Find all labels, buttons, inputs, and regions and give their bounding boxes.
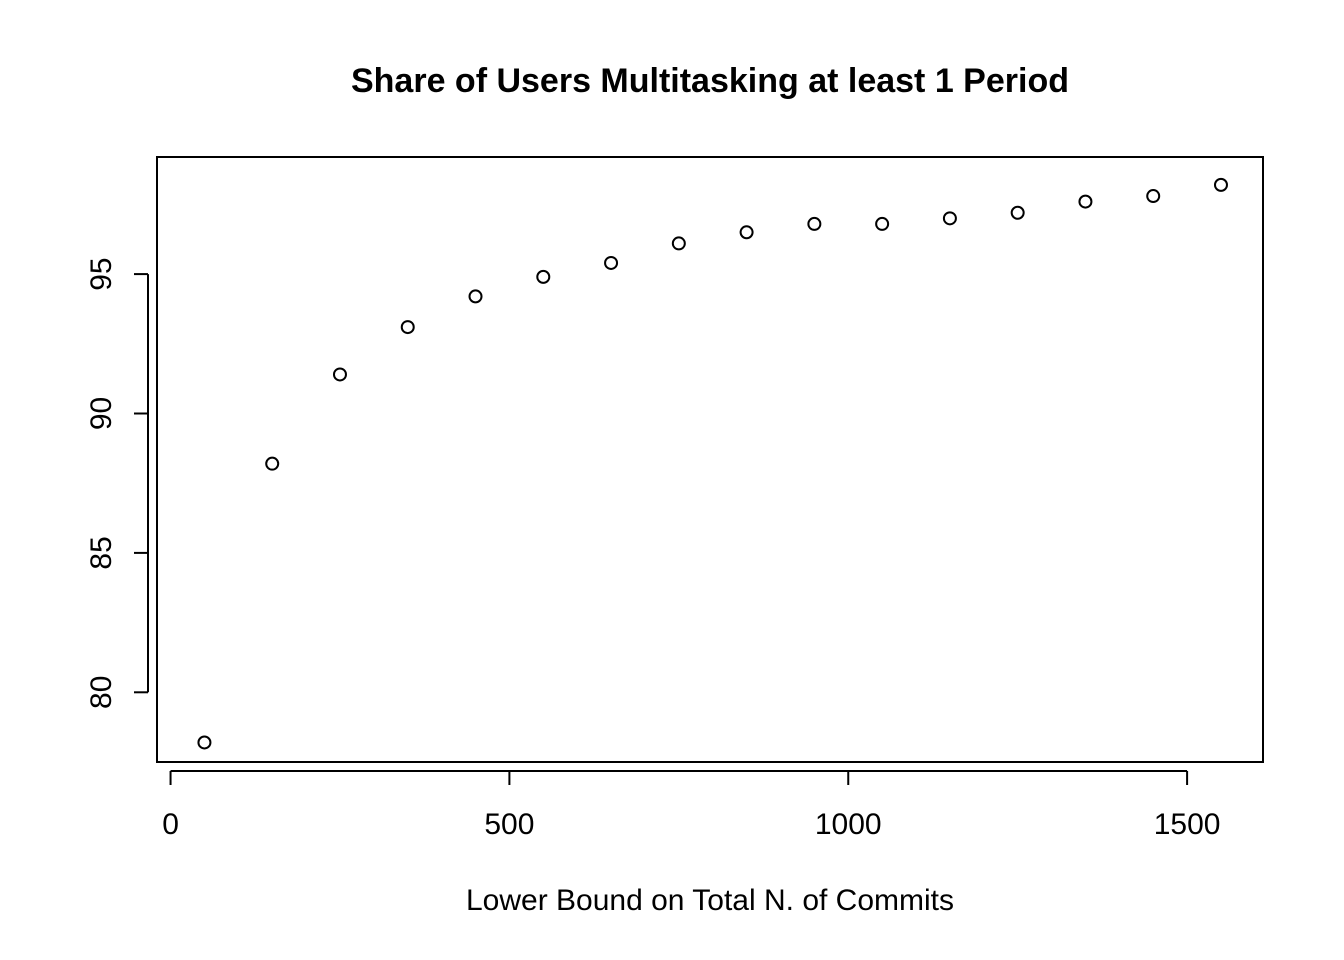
data-point — [468, 289, 483, 304]
data-point — [400, 320, 415, 335]
data-point — [1078, 194, 1093, 209]
y-tick-label: 95 — [85, 257, 118, 290]
chart-title: Share of Users Multitasking at least 1 P… — [351, 62, 1069, 100]
data-point — [875, 216, 890, 231]
x-axis: 0 500 1000 1500 — [162, 770, 1221, 841]
data-point — [1213, 177, 1228, 192]
y-tick-label: 90 — [85, 397, 118, 430]
data-point — [265, 456, 280, 471]
x-tick-label: 1000 — [815, 808, 882, 841]
data-points — [197, 177, 1228, 750]
data-point — [536, 269, 551, 284]
data-point — [671, 236, 686, 251]
x-tick-label: 1500 — [1154, 808, 1221, 841]
y-axis: 80 85 90 95 — [85, 257, 149, 709]
x-axis-label: Lower Bound on Total N. of Commits — [466, 884, 954, 917]
data-point — [332, 367, 347, 382]
data-point — [197, 735, 212, 750]
data-point — [739, 225, 754, 240]
y-tick-label: 85 — [85, 536, 118, 569]
data-point — [942, 211, 957, 226]
data-point — [1010, 205, 1025, 220]
x-tick-label: 500 — [484, 808, 534, 841]
data-point — [1146, 189, 1161, 204]
data-point — [604, 255, 619, 270]
plot-frame — [156, 156, 1264, 763]
y-tick-label: 80 — [85, 676, 118, 709]
data-point — [807, 216, 822, 231]
x-tick-label: 0 — [162, 808, 179, 841]
